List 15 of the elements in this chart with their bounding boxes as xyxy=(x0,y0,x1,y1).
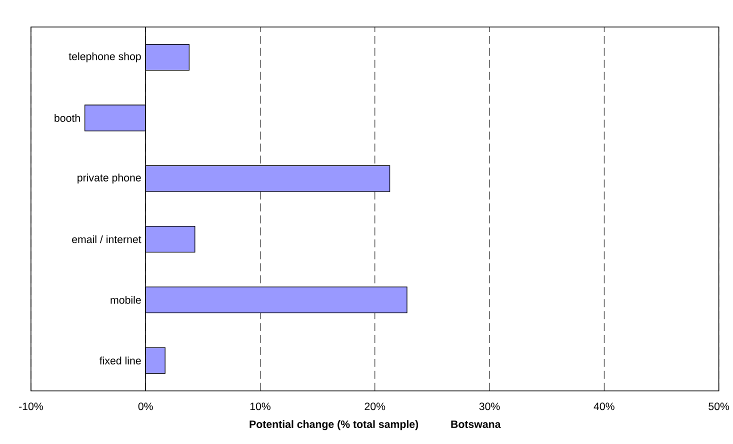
y-tick-label: email / internet xyxy=(72,236,142,244)
y-tick-label: fixed line xyxy=(100,356,141,365)
x-tick-label: -10% xyxy=(19,402,43,410)
x-tick-label: 40% xyxy=(594,402,614,410)
y-tick-label: booth xyxy=(54,114,80,122)
x-axis-title: Potential change (% total sample) xyxy=(250,420,418,430)
x-tick-label: 20% xyxy=(364,402,386,410)
y-tick-label: private phone xyxy=(78,174,141,184)
text: Botswana xyxy=(451,420,501,428)
x-tick-label: 10% xyxy=(250,402,270,410)
x-tick-label: 50% xyxy=(708,402,730,410)
x-tick-label: 30% xyxy=(479,402,500,410)
y-tick-label: mobile xyxy=(110,296,141,304)
x-tick-label: 0% xyxy=(138,402,153,410)
y-tick-label: telephone shop xyxy=(68,52,141,62)
